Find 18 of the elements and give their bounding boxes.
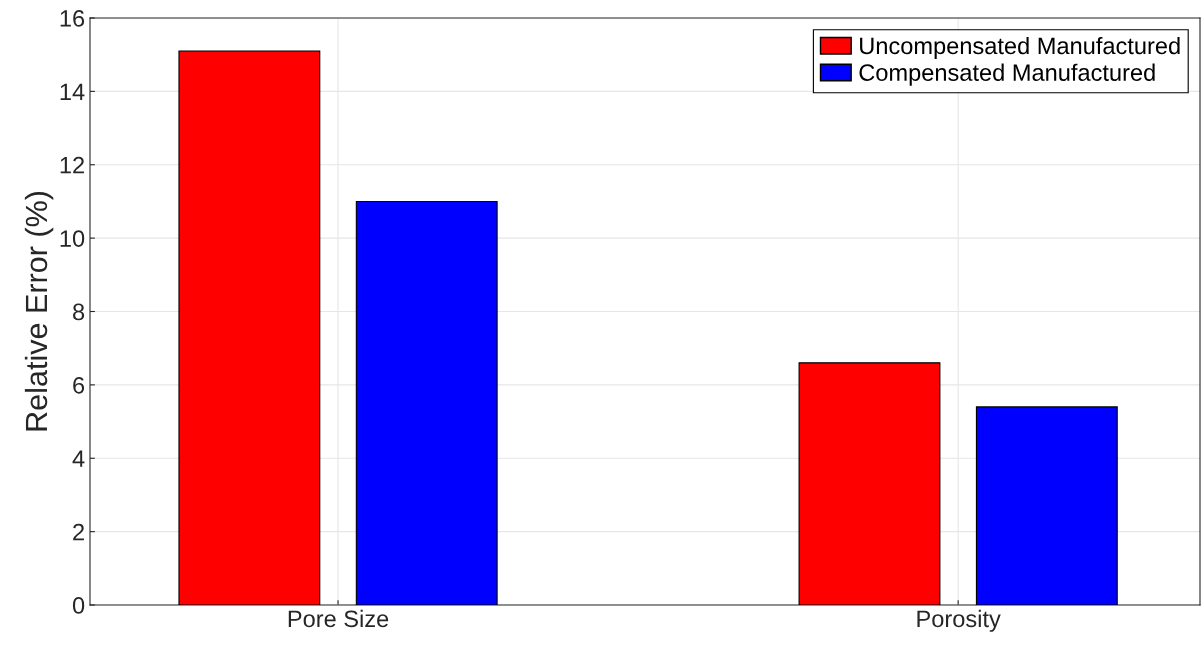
y-tick-label: 12 [60, 156, 84, 174]
y-tick-label: 14 [60, 83, 85, 100]
y-axis-title: Relative Error (%) [24, 192, 54, 431]
bar [975, 406, 1118, 605]
bar [355, 200, 498, 605]
y-tick-label: 6 [73, 376, 85, 394]
bar [798, 362, 941, 605]
x-tick-label: Porosity [917, 609, 1001, 632]
legend-label: Uncompensated Manufactured [860, 36, 1180, 59]
y-tick-label: 16 [60, 10, 85, 27]
x-tick-label: Pore Size [288, 609, 389, 628]
y-tick-label: 2 [73, 523, 84, 541]
legend-label: Compensated Manufactured [859, 63, 1155, 86]
y-tick-label: 8 [73, 303, 85, 321]
y-tick-label: 4 [72, 450, 85, 467]
y-tick-label: 10 [60, 230, 85, 247]
bar [178, 50, 321, 605]
y-tick-label: 0 [72, 597, 85, 614]
